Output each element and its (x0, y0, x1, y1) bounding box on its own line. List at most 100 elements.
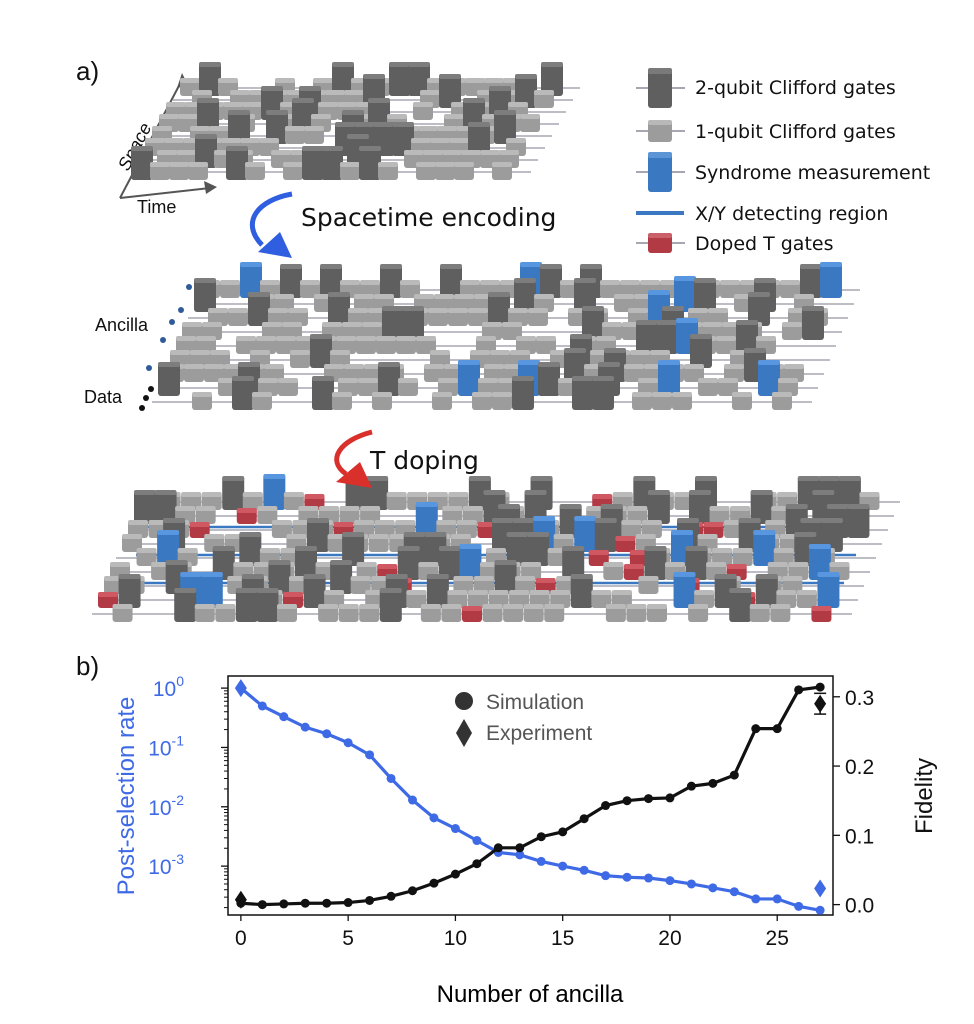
two-qubit-gate (131, 146, 153, 180)
one-qubit-gate (492, 392, 512, 410)
two-qubit-gate (382, 306, 404, 340)
fidelity-point (601, 801, 611, 811)
one-qubit-gate (356, 336, 376, 354)
one-qubit-gate (330, 350, 350, 368)
fidelity-point (257, 900, 267, 910)
one-qubit-gate (354, 294, 374, 312)
two-qubit-gate (302, 146, 324, 180)
post-selection-point (279, 712, 289, 722)
fidelity-point (622, 796, 632, 806)
two-qubit-gate (266, 110, 288, 144)
one-qubit-gate (770, 604, 791, 622)
one-qubit-gate (523, 604, 544, 622)
one-qubit-gate (684, 364, 704, 382)
two-qubit-gate (359, 146, 381, 180)
legend-item-t-gate: Doped T gates (636, 233, 834, 255)
two-qubit-gate (222, 476, 245, 510)
fidelity-point (408, 886, 418, 896)
circuit-block-clifford (131, 62, 580, 180)
legend-label-t-gate: Doped T gates (695, 233, 834, 255)
two-qubit-gate (562, 546, 585, 580)
two-qubit-gate (239, 532, 262, 566)
two-qubit-gate (541, 62, 563, 96)
one-qubit-gate (204, 364, 224, 382)
one-qubit-gate (358, 378, 378, 396)
two-qubit-gate (174, 588, 197, 622)
post-selection-point (794, 901, 804, 911)
two-qubit-gate (268, 560, 291, 594)
t-gate (462, 606, 482, 622)
one-qubit-gate (630, 350, 650, 368)
one-qubit-gate (362, 322, 382, 340)
syndrome-measurement (674, 276, 696, 312)
one-qubit-gate (196, 336, 216, 354)
fidelity-point (322, 898, 332, 908)
one-qubit-gate (672, 392, 692, 410)
two-qubit-gate (248, 292, 270, 326)
one-qubit-gate (502, 322, 522, 340)
two-qubit-gate (570, 574, 593, 608)
one-qubit-gate (447, 590, 468, 608)
one-qubit-gate (220, 280, 240, 298)
one-qubit-gate (202, 322, 222, 340)
two-qubit-gate (574, 278, 596, 312)
fidelity-point (751, 724, 761, 734)
one-qubit-gate (340, 162, 360, 180)
one-qubit-gate (448, 492, 469, 510)
one-qubit-gate (716, 336, 736, 354)
two-qubit-gate (392, 122, 414, 156)
post-selection-experiment-point (234, 679, 247, 698)
t-gate (623, 564, 644, 580)
one-qubit-gate (484, 364, 504, 382)
spacetime-encoding-arrow (249, 191, 293, 258)
x-tick-label: 15 (551, 927, 574, 950)
one-qubit-gate (258, 378, 278, 396)
legend-label-detecting-region: X/Y detecting region (695, 203, 888, 225)
one-qubit-gate (360, 506, 381, 524)
one-qubit-gate (210, 350, 230, 368)
one-qubit-gate (720, 280, 740, 298)
two-qubit-gate (440, 264, 462, 298)
one-qubit-gate (732, 548, 753, 566)
one-qubit-gate (386, 492, 407, 510)
one-qubit-gate (453, 576, 474, 594)
two-qubit-gate (515, 74, 537, 108)
two-qubit-gate (802, 306, 824, 340)
one-qubit-gate (626, 604, 647, 622)
one-qubit-gate (438, 378, 458, 396)
qubit-markers (139, 284, 192, 411)
one-qubit-gate (788, 562, 809, 580)
one-qubit-gate (772, 392, 792, 410)
one-qubit-gate (782, 576, 803, 594)
syndrome-measurement (240, 262, 262, 298)
two-qubit-gate (438, 546, 461, 580)
one-qubit-gate (416, 162, 436, 180)
one-qubit-gate (534, 294, 554, 312)
one-qubit-gate (647, 604, 667, 622)
legend-item-one-qubit: 1-qubit Clifford gates (636, 120, 896, 143)
fidelity-point (772, 724, 782, 734)
two-qubit-gate (847, 504, 870, 538)
one-qubit-gate (195, 506, 216, 524)
fidelity-experiment-point (814, 694, 827, 713)
two-qubit-gate (729, 588, 752, 622)
one-qubit-gate (624, 364, 644, 382)
two-qubit-gate (426, 574, 449, 608)
one-qubit-gate (782, 322, 802, 340)
post-selection-point (536, 856, 546, 866)
one-qubit-gate (600, 280, 620, 298)
t-gate (236, 508, 257, 524)
one-qubit-gate (476, 336, 496, 354)
left-y-axis-title: Post-selection rate (113, 697, 140, 896)
one-qubit-gate (488, 590, 509, 608)
one-qubit-gate (509, 590, 530, 608)
t-gate (189, 522, 210, 538)
fidelity-point (794, 685, 804, 695)
post-selection-point (343, 738, 353, 748)
one-qubit-gate (474, 576, 494, 594)
left-y-tick-label: 10-3 (148, 851, 184, 879)
one-qubit-gate (621, 520, 642, 538)
two-qubit-gate (312, 376, 334, 410)
one-qubit-gate (456, 520, 477, 538)
